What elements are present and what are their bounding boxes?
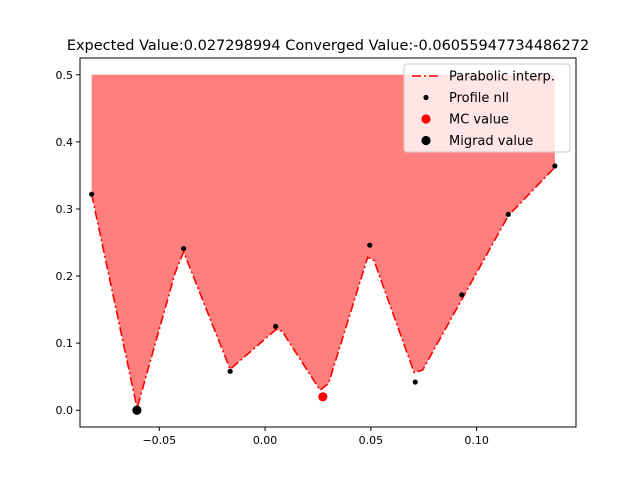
y-tick-label: 0.0 — [56, 404, 74, 417]
data-point-migrad-value — [132, 405, 142, 415]
data-point-profile-nll — [505, 211, 511, 217]
data-point-profile-nll — [367, 242, 373, 248]
series-layer — [89, 163, 558, 415]
confidence-fill — [91, 74, 555, 409]
data-point-mc-value — [318, 392, 328, 402]
data-point-profile-nll — [459, 292, 465, 298]
legend-label: Profile nll — [449, 91, 509, 106]
y-tick-label: 0.5 — [56, 69, 74, 82]
plot-frame — [79, 57, 577, 428]
legend: Parabolic interp. Profile nll MC value Migr… — [403, 63, 571, 153]
legend-swatch-point — [423, 94, 429, 101]
legend-label: Parabolic interp. — [449, 70, 555, 85]
data-point-profile-nll — [89, 191, 95, 197]
y-tick-label: 0.2 — [56, 270, 74, 283]
series-line-parabolic-interp — [90, 166, 556, 409]
legend-box — [403, 63, 571, 153]
x-tick-label: 0.10 — [464, 434, 489, 447]
x-tick-label: −0.05 — [142, 434, 176, 447]
x-tick-label: 0.05 — [359, 434, 384, 447]
y-tick-label: 0.3 — [56, 203, 74, 216]
legend-label: Migrad value — [449, 134, 533, 149]
x-tick-label: 0.00 — [253, 434, 278, 447]
data-point-profile-nll — [273, 323, 279, 329]
axes: −0.05 0.00 0.05 0.10 0.0 0.1 0.2 0.3 0.4 0.5 — [56, 57, 577, 447]
fill-area — [91, 74, 555, 409]
legend-swatch-marker — [421, 114, 431, 124]
data-point-profile-nll — [227, 368, 233, 374]
y-tick-label: 0.4 — [56, 136, 74, 149]
legend-swatch-marker — [421, 135, 431, 146]
data-point-profile-nll — [552, 163, 558, 169]
data-point-profile-nll — [412, 379, 418, 385]
y-tick-label: 0.1 — [56, 337, 74, 350]
legend-label: MC value — [449, 113, 509, 128]
data-point-profile-nll — [181, 245, 187, 252]
chart-title: Expected Value:0.027298994 Converged Val… — [67, 38, 589, 54]
